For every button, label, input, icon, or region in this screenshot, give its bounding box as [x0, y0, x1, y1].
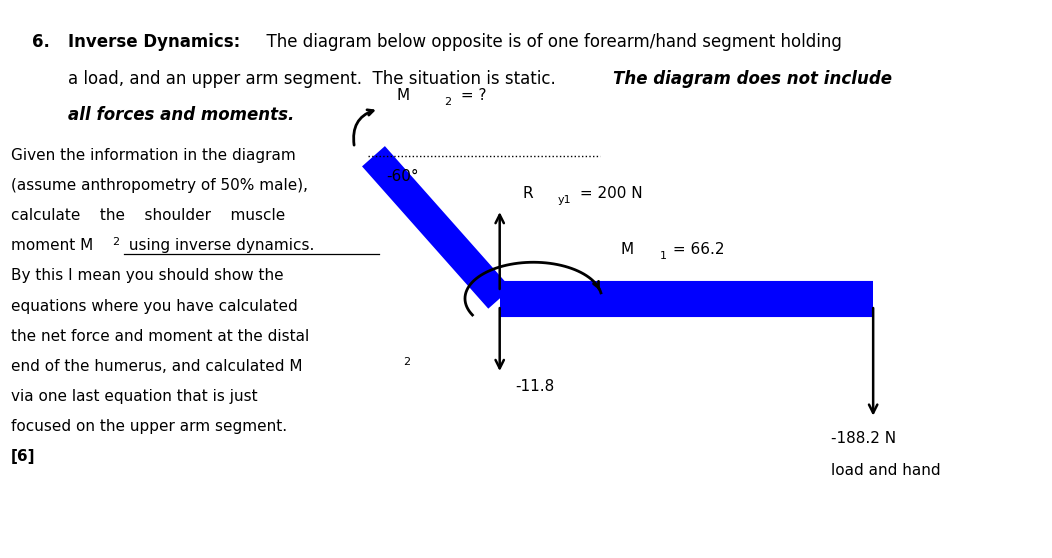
Text: The diagram does not include: The diagram does not include: [613, 70, 892, 88]
Text: using inverse dynamics.: using inverse dynamics.: [124, 238, 315, 253]
Text: -188.2 N: -188.2 N: [831, 431, 896, 446]
Text: load and hand: load and hand: [831, 463, 940, 478]
Text: Given the information in the diagram: Given the information in the diagram: [11, 148, 296, 163]
Text: via one last equation that is just: via one last equation that is just: [11, 389, 257, 404]
Text: R: R: [523, 186, 533, 201]
Text: [6]: [6]: [11, 449, 35, 464]
Text: (assume anthropometry of 50% male),: (assume anthropometry of 50% male),: [11, 178, 307, 193]
Text: Inverse Dynamics:: Inverse Dynamics:: [68, 33, 241, 51]
Text: = ?: = ?: [456, 88, 486, 103]
Text: M: M: [621, 242, 633, 257]
Text: focused on the upper arm segment.: focused on the upper arm segment.: [11, 419, 286, 434]
Text: y1: y1: [558, 195, 571, 205]
Text: 2: 2: [444, 97, 451, 107]
Text: 2: 2: [113, 237, 120, 247]
Text: a load, and an upper arm segment.  The situation is static.: a load, and an upper arm segment. The si…: [68, 70, 567, 88]
Text: end of the humerus, and calculated M: end of the humerus, and calculated M: [11, 359, 302, 374]
Text: 2: 2: [403, 357, 410, 367]
Text: 6.: 6.: [32, 33, 49, 51]
Text: By this I mean you should show the: By this I mean you should show the: [11, 268, 283, 283]
Text: 1: 1: [660, 251, 667, 261]
Text: M: M: [397, 88, 409, 103]
Text: equations where you have calculated: equations where you have calculated: [11, 299, 298, 314]
Text: moment M: moment M: [11, 238, 93, 253]
Text: -11.8: -11.8: [515, 379, 554, 395]
Text: calculate    the    shoulder    muscle: calculate the shoulder muscle: [11, 208, 285, 223]
Text: The diagram below opposite is of one forearm/hand segment holding: The diagram below opposite is of one for…: [256, 33, 842, 51]
Text: = 66.2: = 66.2: [668, 242, 725, 257]
Text: all forces and moments.: all forces and moments.: [68, 106, 295, 124]
Text: -60°: -60°: [386, 169, 419, 184]
Text: = 200 N: = 200 N: [575, 186, 643, 201]
Text: the net force and moment at the distal: the net force and moment at the distal: [11, 329, 309, 344]
